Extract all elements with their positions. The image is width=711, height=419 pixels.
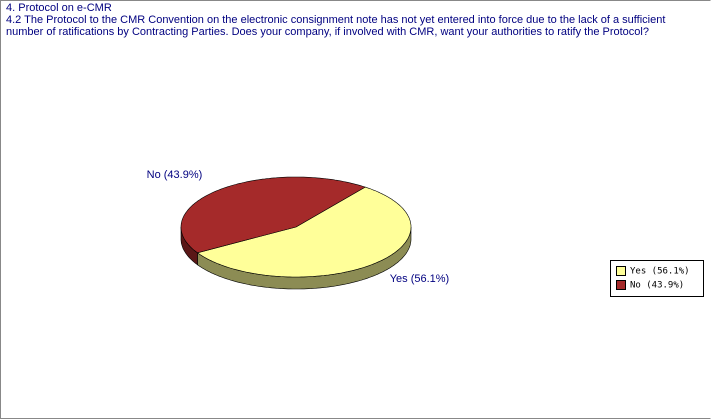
pie-slice [196,186,412,278]
legend-label: Yes (56.1%) [630,267,690,277]
data-label: Yes (56.1%) [390,273,450,285]
header: 4. Protocol on e-CMR 4.2 The Protocol to… [6,2,696,38]
legend-swatch [616,280,626,290]
pie-slice [180,176,366,254]
chart-subtitle: 4.2 The Protocol to the CMR Convention o… [6,14,666,38]
legend-swatch [616,266,626,276]
legend: Yes (56.1%) No (43.9%) [610,260,704,297]
legend-label: No (43.9%) [630,281,684,291]
data-label: No (43.9%) [147,169,203,181]
chart-title: 4. Protocol on e-CMR [6,2,112,14]
